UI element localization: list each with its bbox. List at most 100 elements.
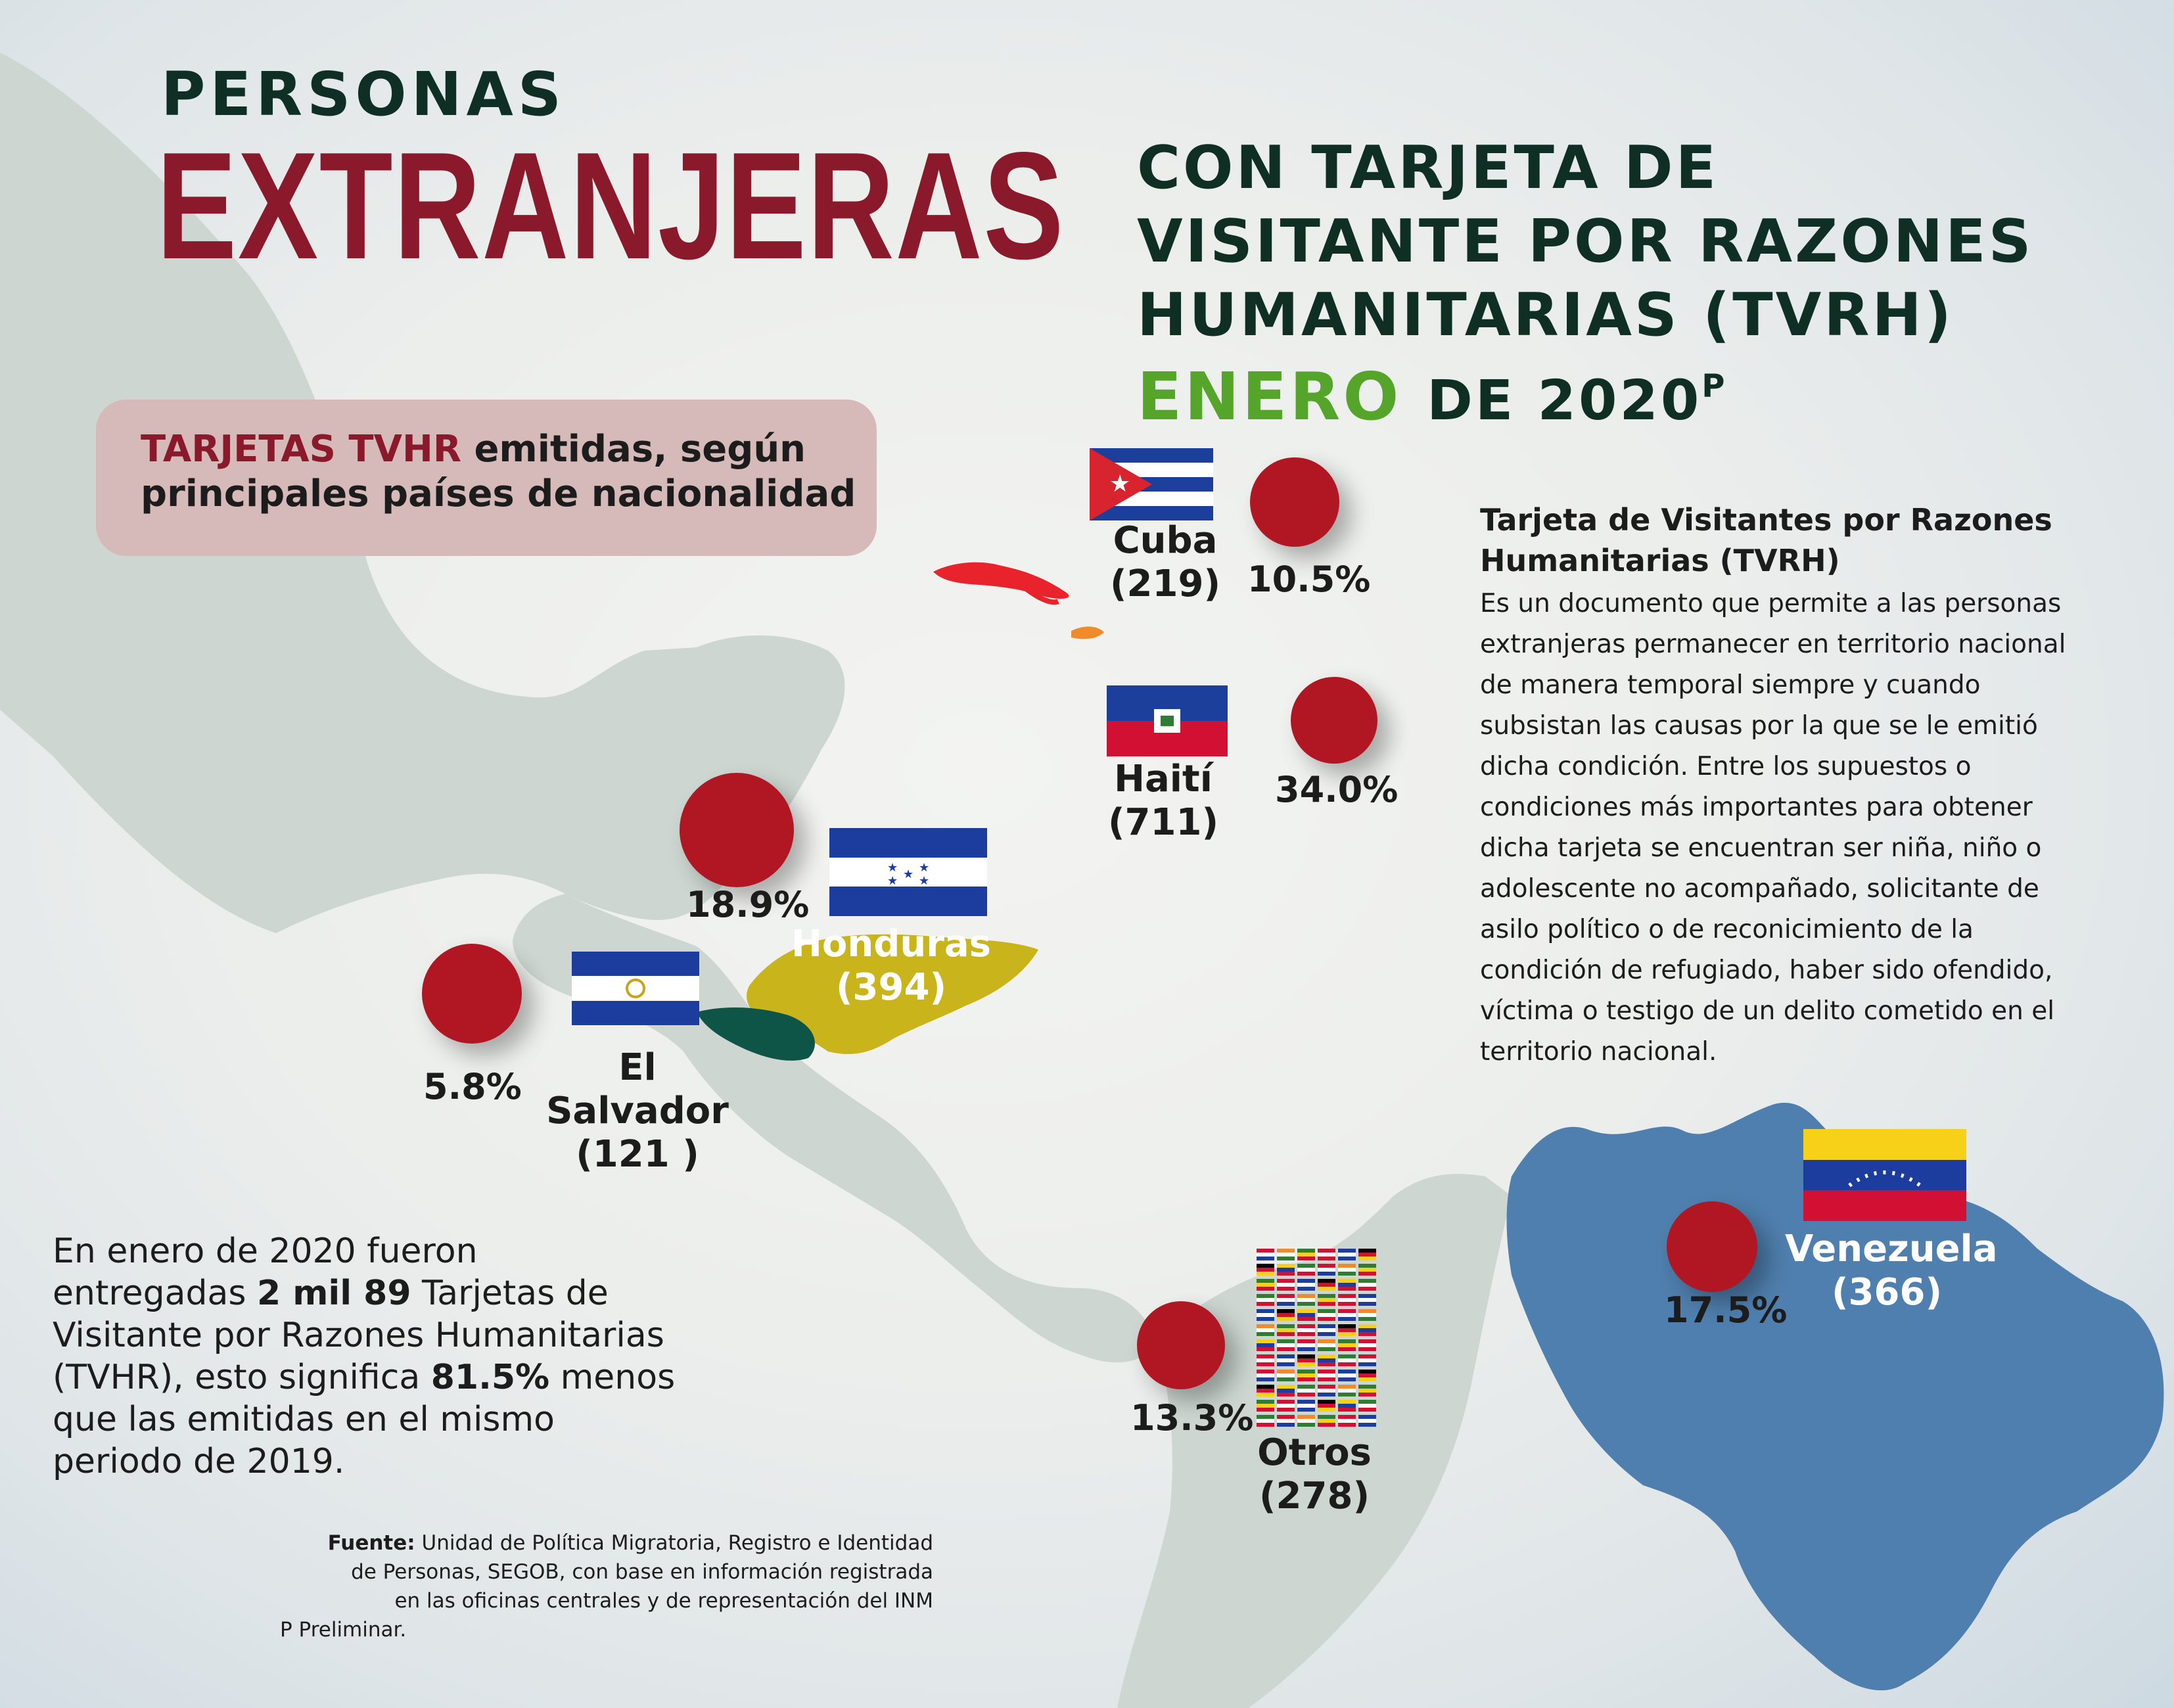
- small-flag-icon: [1297, 1370, 1315, 1381]
- info-line: dicha condición. Entre los supuestos o: [1480, 752, 1972, 781]
- info-line: dicha tarjeta se encuentran ser niña, ni…: [1480, 833, 2042, 863]
- small-flag-icon: [1277, 1400, 1295, 1412]
- summary-line: (TVHR), esto significa 81.5% menos: [53, 1356, 743, 1398]
- small-flag-icon: [1358, 1294, 1376, 1306]
- info-title-line1: Tarjeta de Visitantes por Razones: [1480, 502, 2052, 538]
- small-flag-icon: [1318, 1385, 1335, 1396]
- small-flag-icon: [1338, 1385, 1356, 1396]
- small-flag-icon: [1318, 1279, 1335, 1291]
- small-flag-icon: [1257, 1385, 1274, 1396]
- el-salvador-count: (121 ): [576, 1133, 699, 1176]
- small-flag-icon: [1318, 1324, 1335, 1336]
- small-flag-icon: [1338, 1324, 1356, 1336]
- svg-text:★: ★: [887, 861, 898, 875]
- honduras-flag-icon: ★ ★ ★ ★ ★: [829, 828, 987, 916]
- small-flag-icon: [1277, 1294, 1295, 1306]
- small-flag-icon: [1358, 1249, 1376, 1260]
- svg-text:★: ★: [903, 867, 914, 881]
- small-flag-icon: [1257, 1415, 1274, 1427]
- small-flag-icon: [1318, 1294, 1335, 1306]
- el-salvador-shape: [697, 1007, 815, 1061]
- summary-line: En enero de 2020 fueron: [53, 1232, 478, 1271]
- haiti-percent-circle: [1291, 677, 1377, 764]
- otros-percent: 13.3%: [1130, 1397, 1254, 1439]
- small-flag-icon: [1318, 1339, 1335, 1351]
- source-line-1: Unidad de Política Migratoria, Registro …: [415, 1531, 933, 1555]
- info-line: condiciones más importantes para obtener: [1480, 793, 2033, 822]
- haiti-flag-icon: [1107, 685, 1228, 756]
- info-line: subsistan las causas por la que se le em…: [1480, 711, 2038, 741]
- small-flag-icon: [1338, 1294, 1356, 1306]
- cuba-percent: 10.5%: [1247, 559, 1371, 600]
- haiti-count: (711): [1107, 801, 1219, 844]
- small-flag-icon: [1257, 1339, 1274, 1351]
- small-flag-icon: [1358, 1339, 1376, 1351]
- info-line: adolescente no acompañado, solicitante d…: [1480, 874, 2039, 904]
- small-flag-icon: [1297, 1279, 1315, 1291]
- el-salvador-flag-icon: [572, 952, 699, 1025]
- info-line: Es un documento que permite a las person…: [1480, 589, 2062, 618]
- svg-text:★: ★: [919, 874, 929, 888]
- info-title: Tarjeta de Visitantes por Razones Humani…: [1480, 499, 2052, 581]
- summary-line: periodo de 2019.: [53, 1442, 345, 1481]
- otros-label: Otros (278): [1236, 1431, 1393, 1518]
- small-flag-icon: [1358, 1264, 1376, 1276]
- small-flag-icon: [1277, 1309, 1295, 1321]
- info-line: extranjeras permanecer en territorio nac…: [1480, 630, 2066, 659]
- mexico-landmass-east: [697, 635, 845, 857]
- small-flag-icon: [1297, 1264, 1315, 1276]
- small-flag-icon: [1277, 1249, 1295, 1260]
- small-flag-icon: [1277, 1339, 1295, 1351]
- small-flag-icon: [1358, 1309, 1376, 1321]
- summary-line: Visitante por Razones Humanitarias: [53, 1316, 664, 1355]
- small-flag-icon: [1338, 1279, 1356, 1291]
- honduras-percent-circle: [680, 773, 794, 887]
- source-label: Fuente:: [327, 1531, 415, 1555]
- small-flag-icon: [1338, 1400, 1356, 1412]
- summary-text: menos: [549, 1358, 676, 1397]
- cuba-shape: [933, 562, 1069, 599]
- small-flag-icon: [1338, 1370, 1356, 1381]
- small-flag-icon: [1318, 1400, 1335, 1412]
- honduras-label: Honduras (394): [779, 923, 1003, 1009]
- venezuela-name: Venezuela: [1785, 1228, 1998, 1270]
- title-year: DE 2020: [1427, 368, 1702, 432]
- otros-percent-circle: [1137, 1301, 1225, 1389]
- haiti-percent: 34.0%: [1275, 769, 1399, 810]
- small-flag-icon: [1358, 1279, 1376, 1291]
- venezuela-count: (366): [1831, 1271, 1943, 1314]
- subtitle-line1-rest: emitidas, según: [461, 428, 806, 471]
- small-flag-icon: [1318, 1249, 1335, 1260]
- small-flag-icon: [1297, 1324, 1315, 1336]
- info-line: asilo político o de reconicimiento de la: [1480, 915, 1974, 944]
- small-flag-icon: [1297, 1415, 1315, 1427]
- summary-line: que las emitidas en el mismo: [53, 1400, 555, 1439]
- info-line: condición de refugiado, haber sido ofend…: [1480, 956, 2053, 985]
- small-flag-icon: [1277, 1385, 1295, 1396]
- svg-text:★: ★: [919, 861, 929, 875]
- svg-text:★: ★: [1109, 471, 1130, 497]
- small-flag-icon: [1257, 1324, 1274, 1336]
- el-salvador-percent-circle: [422, 944, 522, 1044]
- subtitle-box: [96, 400, 877, 556]
- small-flag-icon: [1297, 1294, 1315, 1306]
- summary-text: entregadas: [53, 1274, 257, 1313]
- title-extranjeras: EXTRANJERAS: [156, 121, 1065, 291]
- otros-count: (278): [1259, 1475, 1370, 1517]
- el-salvador-name: El Salvador: [546, 1046, 729, 1132]
- info-title-line2: Humanitarias (TVRH): [1480, 543, 1840, 578]
- small-flag-icon: [1297, 1339, 1315, 1351]
- haiti-shape: [1071, 626, 1104, 639]
- source-note: Fuente: Unidad de Política Migratoria, R…: [276, 1529, 933, 1644]
- info-line: de manera temporal siempre y cuando: [1480, 670, 1981, 700]
- honduras-shape: [747, 934, 1038, 1054]
- small-flag-icon: [1297, 1309, 1315, 1321]
- small-flag-icon: [1318, 1370, 1335, 1381]
- small-flag-icon: [1358, 1354, 1376, 1366]
- small-flag-icon: [1297, 1400, 1315, 1412]
- small-flag-icon: [1358, 1385, 1376, 1396]
- small-flag-icon: [1257, 1400, 1274, 1412]
- small-flag-icon: [1277, 1415, 1295, 1427]
- small-flag-icon: [1297, 1385, 1315, 1396]
- venezuela-percent-circle: [1667, 1201, 1757, 1292]
